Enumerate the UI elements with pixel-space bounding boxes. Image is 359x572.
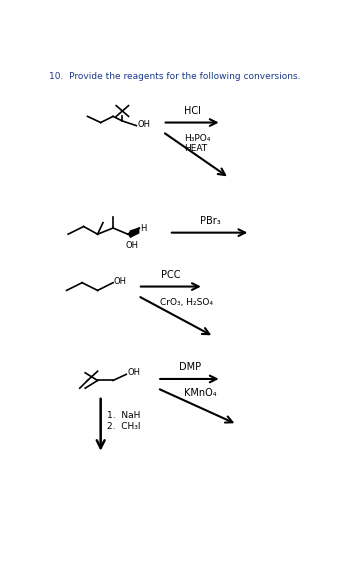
Polygon shape (128, 227, 139, 238)
Text: KMnO₄: KMnO₄ (185, 388, 217, 398)
Text: H₃PO₄: H₃PO₄ (185, 134, 211, 144)
Text: HCl: HCl (184, 106, 201, 116)
Text: OH: OH (114, 277, 127, 285)
Text: OH: OH (126, 241, 139, 250)
Text: DMP: DMP (179, 362, 201, 372)
Text: 10.  Provide the reagents for the following conversions.: 10. Provide the reagents for the followi… (49, 72, 300, 81)
Text: 1.  NaH: 1. NaH (107, 411, 140, 420)
Text: PBr₃: PBr₃ (200, 216, 220, 226)
Text: PCC: PCC (162, 269, 181, 280)
Text: OH: OH (137, 120, 150, 129)
Text: 2.  CH₃I: 2. CH₃I (107, 422, 140, 431)
Text: OH: OH (127, 368, 140, 378)
Text: H: H (140, 224, 146, 233)
Text: HEAT: HEAT (185, 144, 208, 153)
Text: CrO₃, H₂SO₄: CrO₃, H₂SO₄ (159, 299, 213, 307)
